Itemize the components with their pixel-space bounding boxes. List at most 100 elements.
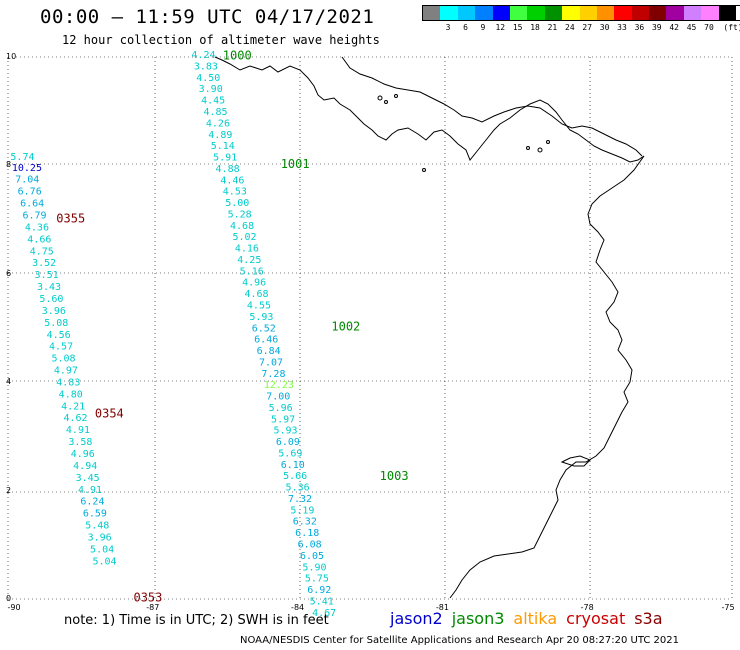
legend-label: 3 xyxy=(445,23,451,32)
wave-height-value: 5.14 xyxy=(211,141,235,152)
wave-height-value: 6.46 xyxy=(254,335,278,346)
wave-height-value: 3.96 xyxy=(88,532,112,543)
lat-tick-label: 8 xyxy=(6,160,12,170)
legend-swatch xyxy=(457,6,476,20)
wave-height-value: 4.94 xyxy=(73,461,97,472)
wave-height-value: 4.21 xyxy=(61,401,85,412)
wave-height-value: 4.56 xyxy=(47,330,71,341)
wave-height-value: 4.88 xyxy=(216,164,240,175)
wave-height-value: 3.52 xyxy=(32,258,56,269)
legend-swatch xyxy=(509,6,528,20)
legend-label: 27 xyxy=(582,23,593,32)
legend-label: 15 xyxy=(512,23,523,32)
wave-height-value: 5.04 xyxy=(92,556,116,567)
wave-height-value: 6.59 xyxy=(83,509,107,520)
wave-height-value: 7.00 xyxy=(266,392,290,403)
wave-height-value: 4.75 xyxy=(30,246,54,257)
wave-height-value: 6.84 xyxy=(257,346,281,357)
legend-swatch xyxy=(562,6,580,20)
lon-tick-label: -84 xyxy=(291,603,305,612)
legend-swatch xyxy=(683,6,702,20)
wave-height-value: 4.89 xyxy=(208,130,232,141)
wave-height-value: 5.60 xyxy=(39,294,63,305)
wave-height-value: 5.08 xyxy=(51,354,75,365)
wave-height-value: 6.79 xyxy=(22,211,46,222)
wave-height-value: 5.16 xyxy=(240,266,264,277)
legend-label: 45 xyxy=(686,23,697,32)
wave-height-value: 4.68 xyxy=(245,289,269,300)
legend-label: 70 xyxy=(704,23,714,32)
wave-height-value: 7.07 xyxy=(259,357,283,368)
wave-height-value: 4.91 xyxy=(66,425,90,436)
wave-height-value: 5.36 xyxy=(286,483,310,494)
wave-height-value: 5.97 xyxy=(271,414,295,425)
legend-swatches xyxy=(422,5,740,21)
wave-height-value: 6.32 xyxy=(293,517,317,528)
wave-height-value: 4.67 xyxy=(312,608,336,619)
wave-height-value: 6.76 xyxy=(18,187,42,198)
wave-height-value: 4.26 xyxy=(206,118,230,129)
footer-note: note: 1) Time is in UTC; 2) SWH is in fe… xyxy=(64,613,329,628)
pass-time-label: 0353 xyxy=(133,591,162,605)
wave-height-value: 5.96 xyxy=(269,403,293,414)
wave-height-value: 4.25 xyxy=(237,255,261,266)
legend-swatch xyxy=(527,6,545,20)
wave-height-value: 3.58 xyxy=(68,437,92,448)
wave-height-value: 5.19 xyxy=(290,505,314,516)
wave-height-value: 5.66 xyxy=(283,471,307,482)
satellite-name: jason2 xyxy=(390,609,443,628)
wave-height-value: 4.97 xyxy=(54,366,78,377)
lon-tick-label: -90 xyxy=(7,603,21,612)
wave-height-value: 4.55 xyxy=(247,300,271,311)
wave-height-value: 5.90 xyxy=(302,562,326,573)
wave-height-value: 12.23 xyxy=(264,380,294,391)
wave-height-value: 4.57 xyxy=(49,342,73,353)
wave-height-value: 10.25 xyxy=(12,163,42,174)
wave-height-value: 4.16 xyxy=(235,244,259,255)
legend-label: 30 xyxy=(599,23,610,32)
legend-label: 24 xyxy=(565,23,575,32)
footer-credit: NOAA/NESDIS Center for Satellite Applica… xyxy=(240,635,679,646)
wave-height-value: 5.93 xyxy=(249,312,273,323)
legend-swatch xyxy=(614,6,632,20)
wave-height-value: 4.62 xyxy=(64,413,88,424)
legend-label: 21 xyxy=(547,23,558,32)
legend-swatch xyxy=(544,6,563,20)
satellite-legend: jason2 jason3 altika cryosat s3a xyxy=(390,609,672,628)
wave-height-value: 4.36 xyxy=(25,222,49,233)
satellite-name: jason3 xyxy=(451,609,505,628)
lat-tick-label: 4 xyxy=(6,377,12,387)
legend-swatch xyxy=(423,6,441,20)
wave-height-value: 4.66 xyxy=(27,234,51,245)
wave-height-value: 3.51 xyxy=(35,270,59,281)
wave-height-value: 5.91 xyxy=(213,153,237,164)
satellite-name: altika xyxy=(513,609,558,628)
wave-height-value: 7.32 xyxy=(288,494,312,505)
altimeter-tracks: 5.7410.257.046.766.646.794.364.664.753.5… xyxy=(10,49,408,619)
satellite-name: s3a xyxy=(634,609,663,628)
lat-lon-grid xyxy=(7,56,733,600)
wave-height-value: 4.83 xyxy=(56,377,80,388)
wave-height-value: 4.45 xyxy=(201,96,225,107)
pass-time-label: 1002 xyxy=(331,320,360,334)
wave-height-value: 6.24 xyxy=(80,497,104,508)
pass-time-label: 1003 xyxy=(380,469,409,483)
wave-height-value: 6.64 xyxy=(20,199,44,210)
wave-height-value: 4.46 xyxy=(220,175,244,186)
wave-height-value: 5.00 xyxy=(225,198,249,209)
wave-height-value: 3.43 xyxy=(37,282,61,293)
wave-height-value: 3.96 xyxy=(42,306,66,317)
legend-swatch xyxy=(579,6,597,20)
wave-height-value: 3.83 xyxy=(194,61,218,72)
wave-height-value: 6.08 xyxy=(298,540,322,551)
pass-time-label: 1001 xyxy=(281,157,310,171)
wave-height-value: 3.90 xyxy=(199,84,223,95)
wave-height-value: 4.80 xyxy=(59,389,83,400)
legend-swatch xyxy=(596,6,615,20)
wave-height-value: 5.08 xyxy=(44,318,68,329)
legend-label: 33 xyxy=(617,23,627,32)
legend-unit: (ft) xyxy=(723,23,740,32)
satellite-name: cryosat xyxy=(566,609,626,628)
